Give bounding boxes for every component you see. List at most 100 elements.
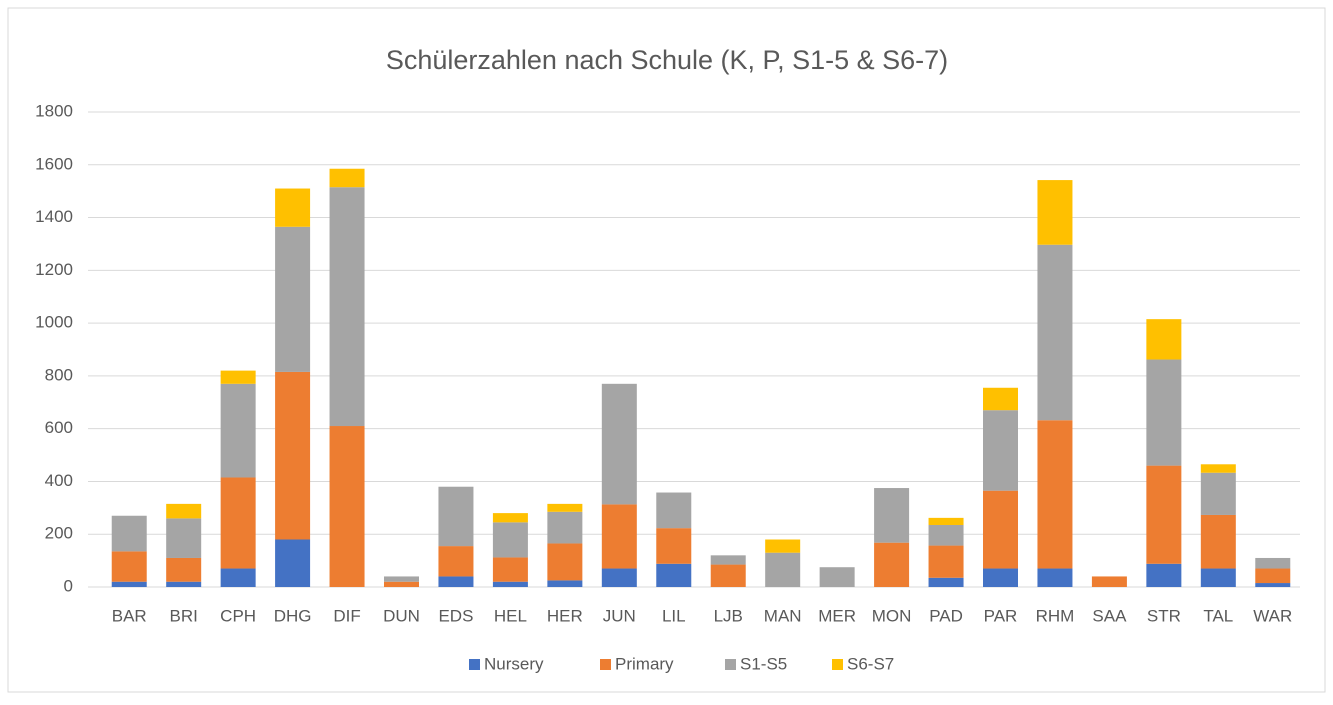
y-tick-label: 400 xyxy=(45,471,73,490)
bar-segment xyxy=(492,557,528,582)
bar-segment xyxy=(492,513,528,523)
bar-segment xyxy=(329,426,365,587)
bar-segment xyxy=(492,581,528,587)
bar-segment xyxy=(983,387,1018,411)
bar-segment xyxy=(111,551,147,582)
bar-segment xyxy=(275,226,311,372)
bar-segment xyxy=(384,581,419,587)
legend-label: Primary xyxy=(615,654,674,673)
bar-segment xyxy=(1255,568,1291,584)
y-tick-label: 1400 xyxy=(35,207,73,226)
bar-segment xyxy=(1200,472,1236,515)
bar-segment xyxy=(656,563,692,587)
bar-segment xyxy=(1091,576,1127,587)
bar-segment xyxy=(111,515,147,552)
bar-segment xyxy=(384,576,419,582)
bar-segment xyxy=(166,581,202,587)
bar-segment xyxy=(1146,563,1182,587)
bar-segment xyxy=(765,539,801,553)
bar-segment xyxy=(220,370,256,384)
x-tick-label: BRI xyxy=(170,606,198,625)
x-tick-label: TAL xyxy=(1203,606,1233,625)
bar-segment xyxy=(601,383,637,505)
legend-label: S6-S7 xyxy=(847,654,894,673)
x-tick-label: BAR xyxy=(112,606,147,625)
y-tick-label: 1600 xyxy=(35,154,73,173)
bar-segment xyxy=(275,188,311,227)
bar-segment xyxy=(765,552,801,587)
bar-segment xyxy=(329,187,365,427)
x-tick-label: MON xyxy=(872,606,912,625)
x-tick-label: CPH xyxy=(220,606,256,625)
bar-segment xyxy=(928,524,964,546)
bar-segment xyxy=(438,576,474,587)
bar-segment xyxy=(1146,465,1182,564)
x-tick-label: WAR xyxy=(1253,606,1292,625)
x-tick-label: JUN xyxy=(603,606,636,625)
chart-title: Schülerzahlen nach Schule (K, P, S1-5 & … xyxy=(386,45,948,75)
bar-segment xyxy=(656,528,692,564)
x-tick-label: HEL xyxy=(494,606,527,625)
x-tick-label: MER xyxy=(818,606,856,625)
bar-segment xyxy=(547,503,583,512)
bar-segment xyxy=(710,555,746,565)
bar-segment xyxy=(1037,420,1073,569)
bar-segment xyxy=(220,477,256,569)
bar-segment xyxy=(275,539,311,587)
legend-swatch xyxy=(725,659,736,670)
bar-segment xyxy=(438,546,474,577)
bar-segment xyxy=(166,518,202,558)
bar-segment xyxy=(492,522,528,558)
legend-label: S1-S5 xyxy=(740,654,787,673)
x-tick-label: SAA xyxy=(1092,606,1127,625)
y-tick-label: 800 xyxy=(45,365,73,384)
y-tick-label: 0 xyxy=(64,576,73,595)
x-tick-label: STR xyxy=(1147,606,1181,625)
bar-segment xyxy=(438,486,474,547)
y-tick-label: 1000 xyxy=(35,313,73,332)
y-tick-label: 1200 xyxy=(35,260,73,279)
bar-segment xyxy=(1037,244,1073,421)
bar-segment xyxy=(928,517,964,525)
bar-segment xyxy=(547,580,583,587)
bar-segment xyxy=(220,568,256,587)
bar-segment xyxy=(874,488,910,543)
x-tick-label: HER xyxy=(547,606,583,625)
x-tick-label: EDS xyxy=(438,606,473,625)
bar-segment xyxy=(928,577,964,587)
x-tick-label: RHM xyxy=(1036,606,1075,625)
y-tick-label: 200 xyxy=(45,524,73,543)
legend-swatch xyxy=(832,659,843,670)
bar-segment xyxy=(1200,568,1236,587)
chart-border xyxy=(7,7,1326,693)
y-tick-label: 600 xyxy=(45,418,73,437)
bar-segment xyxy=(983,568,1018,587)
bar-segment xyxy=(1255,583,1291,587)
bar-segment xyxy=(1146,319,1182,360)
bar-segment xyxy=(547,511,583,544)
bar-segment xyxy=(220,383,256,478)
x-tick-label: PAR xyxy=(984,606,1018,625)
bar-segment xyxy=(166,503,202,519)
bar-segment xyxy=(874,542,910,587)
x-tick-label: DHG xyxy=(274,606,312,625)
bar-segment xyxy=(1255,557,1291,569)
legend-label: Nursery xyxy=(484,654,544,673)
bar-segment xyxy=(166,557,202,582)
bar-segment xyxy=(601,504,637,569)
x-tick-label: LIL xyxy=(662,606,686,625)
legend-swatch xyxy=(600,659,611,670)
bar-segment xyxy=(1037,568,1073,587)
legend-swatch xyxy=(469,659,480,670)
bar-segment xyxy=(275,371,311,540)
bar-segment xyxy=(983,490,1018,569)
x-tick-label: LJB xyxy=(714,606,743,625)
x-tick-label: DUN xyxy=(383,606,420,625)
y-tick-label: 1800 xyxy=(35,101,73,120)
bar-segment xyxy=(819,567,855,587)
x-tick-label: MAN xyxy=(764,606,802,625)
bar-segment xyxy=(601,568,637,587)
bar-segment xyxy=(329,168,365,188)
x-tick-label: DIF xyxy=(333,606,360,625)
